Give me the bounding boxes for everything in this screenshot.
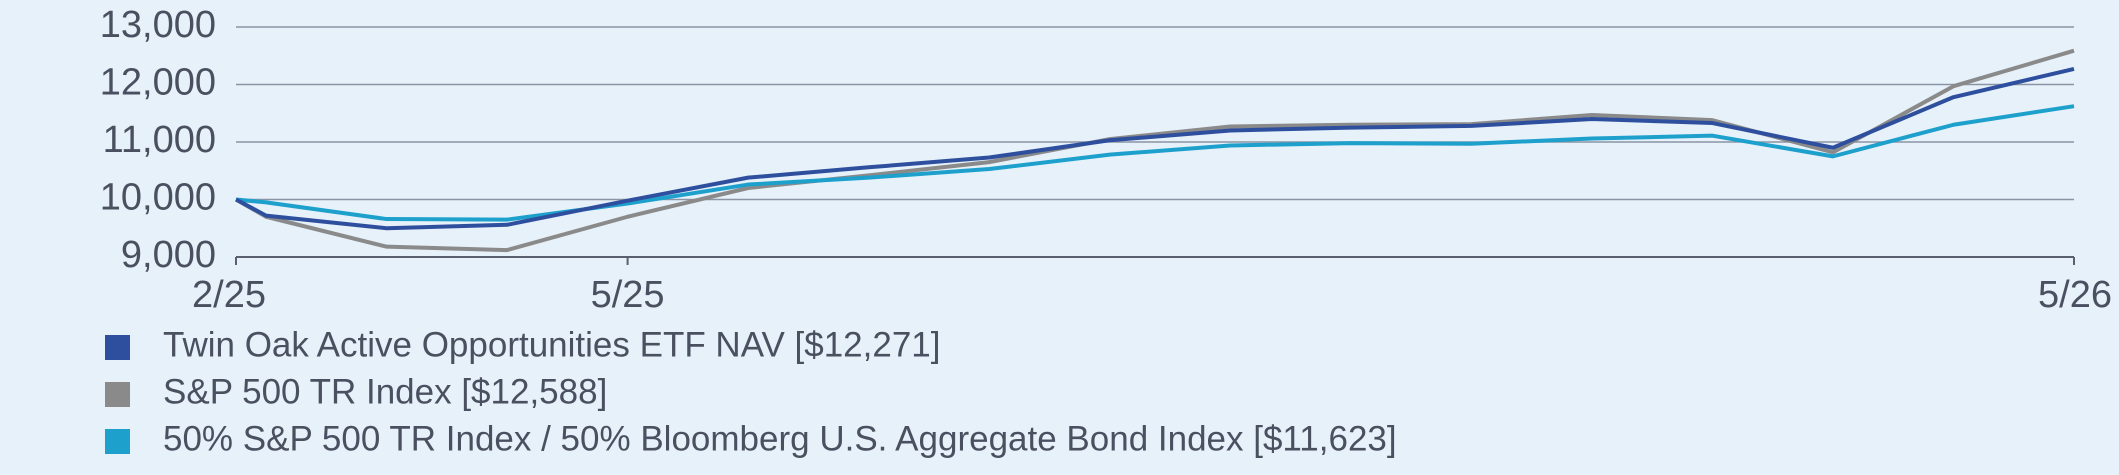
legend-swatch [105,382,130,407]
legend-label: S&P 500 TR Index [$12,588] [163,372,607,411]
y-tick-label: 11,000 [103,119,216,161]
series-line [235,66,2075,231]
y-tick-label: 10,000 [100,177,216,219]
x-tick-label: 2/25 [192,274,266,316]
legend-label: Twin Oak Active Opportunities ETF NAV [$… [163,325,941,364]
y-tick-label: 13,000 [100,4,216,46]
legend-swatch [105,335,130,360]
x-tick-label: 5/25 [591,274,665,316]
y-tick-label: 9,000 [121,234,216,276]
series-line [235,104,2075,222]
legend-label: 50% S&P 500 TR Index / 50% Bloomberg U.S… [163,419,1397,458]
legend-swatch [105,429,130,454]
x-tick-label: 5/26 [2038,274,2112,316]
y-tick-label: 12,000 [100,62,216,104]
